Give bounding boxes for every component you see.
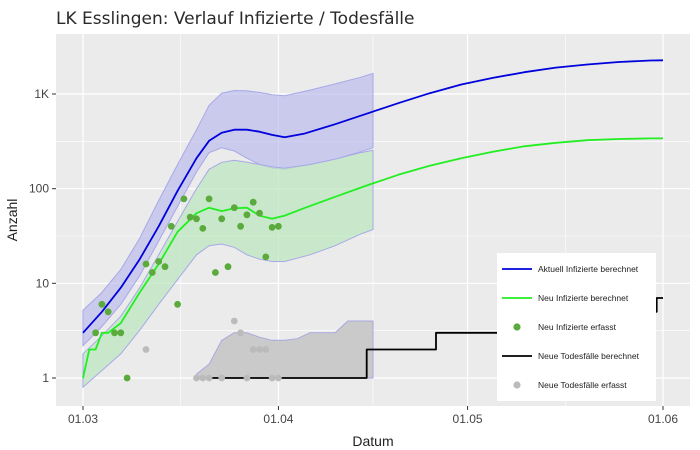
data-point-2 — [193, 215, 200, 223]
data-point-2 — [161, 263, 169, 271]
data-point-4 — [249, 346, 257, 353]
data-point-2 — [237, 222, 245, 230]
data-point-2 — [230, 204, 238, 212]
data-point-4 — [237, 329, 245, 337]
x-axis-label: Datum — [352, 433, 393, 449]
data-point-4 — [193, 374, 200, 382]
data-point-2 — [249, 198, 257, 206]
data-point-2 — [212, 269, 219, 276]
data-point-2 — [262, 253, 270, 261]
data-point-2 — [123, 374, 131, 382]
chart-title: LK Esslingen: Verlauf Infizierte / Todes… — [56, 9, 414, 29]
data-point-4 — [268, 374, 276, 382]
data-point-2 — [104, 308, 112, 316]
data-point-4 — [142, 346, 150, 353]
y-tick-label: 1K — [34, 87, 49, 101]
data-point-2 — [180, 195, 188, 203]
data-point-4 — [199, 374, 207, 382]
data-point-2 — [268, 224, 276, 231]
data-point-2 — [117, 329, 125, 337]
data-point-2 — [92, 329, 99, 337]
y-axis-ticks: 1 10 100 1K — [29, 87, 56, 385]
data-point-2 — [111, 329, 118, 337]
data-point-4 — [256, 346, 263, 353]
data-point-2 — [205, 195, 213, 203]
series-line-1 — [82, 137, 663, 379]
x-axis-ticks: 01.03 01.04 01.05 01.06 — [68, 406, 678, 426]
data-point-2 — [199, 225, 207, 232]
data-point-2 — [142, 260, 150, 268]
legend-key-point — [513, 381, 521, 389]
data-point-2 — [167, 222, 175, 230]
y-tick-label: 1 — [42, 371, 49, 385]
series-points — [92, 195, 282, 382]
data-point-4 — [218, 374, 226, 382]
y-tick-label: 100 — [29, 182, 49, 196]
y-tick-label: 10 — [36, 276, 50, 290]
data-point-2 — [98, 300, 106, 308]
x-tick-label: 01.03 — [68, 412, 98, 426]
data-point-2 — [174, 300, 182, 308]
legend-label: Neu Infizierte erfasst — [538, 322, 617, 332]
data-point-2 — [256, 209, 263, 217]
x-tick-label: 01.05 — [453, 412, 483, 426]
legend-label: Neu Infizierte berechnet — [538, 293, 629, 303]
aktuell-band-area — [82, 72, 374, 347]
data-point-2 — [186, 213, 194, 221]
legend-label: Aktuell Infizierte berechnet — [538, 264, 639, 274]
legend: Aktuell Infizierte berechnet Neu Infizier… — [497, 253, 656, 401]
legend-label: Neue Todesfälle erfasst — [538, 380, 627, 390]
legend-box — [497, 253, 656, 401]
legend-key-point — [513, 323, 521, 331]
legend-label: Neue Todesfälle berechnet — [538, 351, 640, 361]
data-point-2 — [275, 222, 282, 230]
data-point-4 — [243, 374, 251, 382]
data-point-4 — [262, 346, 270, 353]
x-tick-label: 01.04 — [263, 412, 293, 426]
data-point-2 — [218, 215, 226, 223]
data-point-2 — [243, 211, 251, 219]
data-point-4 — [275, 374, 282, 382]
data-point-2 — [224, 263, 232, 271]
data-point-4 — [230, 317, 238, 325]
x-tick-label: 01.06 — [648, 412, 678, 426]
data-point-2 — [155, 258, 163, 265]
y-axis-label: Anzahl — [4, 199, 20, 242]
data-point-4 — [205, 374, 213, 382]
data-point-2 — [148, 269, 156, 276]
series-line-0 — [82, 59, 664, 334]
